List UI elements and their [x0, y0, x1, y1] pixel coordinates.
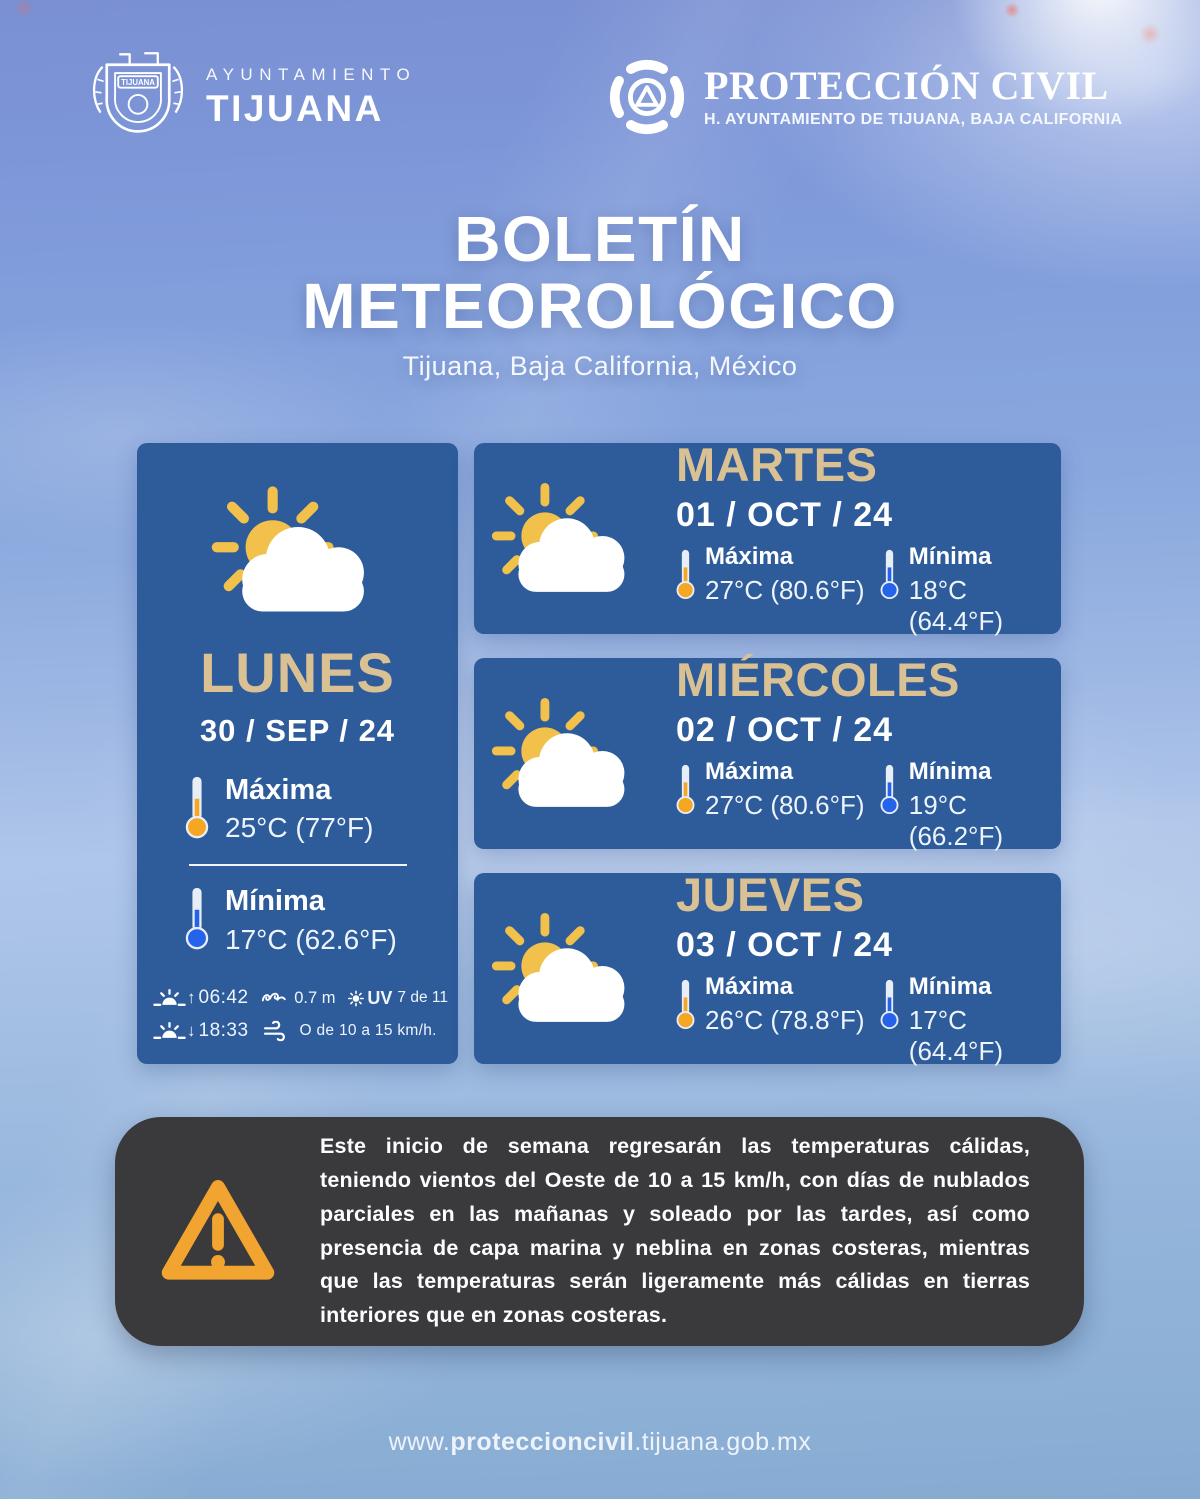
forecast-min-temp: Mínima 17°C (64.4°F): [880, 972, 1061, 1067]
min-label: Mínima: [908, 972, 992, 1000]
today-day-name: LUNES: [200, 641, 395, 705]
wave-height: 0.7 m: [294, 988, 336, 1007]
page-title: BOLETÍN METEOROLÓGICO Tijuana, Baja Cali…: [0, 206, 1200, 382]
max-label: Máxima: [705, 542, 794, 570]
max-value: 26°C (78.8°F): [705, 1004, 865, 1035]
sunrise-icon: [153, 988, 186, 1008]
min-value: 18°C (64.4°F): [908, 574, 1003, 636]
tijuana-logo: AYUNTAMIENTO TIJUANA: [88, 50, 416, 144]
partly-cloudy-icon: [486, 910, 648, 1034]
today-date: 30 / SEP / 24: [199, 713, 396, 749]
forecast-card-jueves: JUEVES 03 / OCT / 24 Máxima 26°C (78.8°F…: [474, 867, 1061, 1067]
wave-icon: [261, 988, 287, 1008]
sunset-time: 18:33: [198, 1020, 249, 1041]
partly-cloudy-icon: [486, 695, 648, 819]
forecast-date: 02 / OCT / 24: [676, 710, 894, 749]
today-min-temp: Mínima 17°C (62.6°F): [185, 886, 414, 955]
min-value: 19°C (66.2°F): [908, 789, 1003, 851]
partly-cloudy-icon: [486, 480, 648, 604]
thermometer-max-icon: [676, 762, 695, 816]
forecast-min-temp: Mínima 18°C (64.4°F): [880, 542, 1061, 637]
thermometer-min-icon: [880, 762, 899, 816]
min-value: 17°C (64.4°F): [908, 1004, 1003, 1066]
uv-sun-icon: [347, 988, 365, 1009]
forecast-max-temp: Máxima 27°C (80.6°F): [676, 757, 880, 852]
sunset-icon: [153, 1021, 186, 1041]
today-max-temp: Máxima 25°C (77°F): [185, 775, 414, 844]
max-value: 27°C (80.6°F): [705, 574, 865, 605]
thermometer-min-icon: [880, 547, 899, 601]
forecast-card-martes: MARTES 01 / OCT / 24 Máxima 27°C (80.6°F…: [474, 437, 1061, 637]
today-meta: ↑ 06:42 0.7 m UV 7 de 11 ↓ 18:33 O de 10…: [137, 976, 458, 1064]
max-label: Máxima: [705, 757, 794, 785]
uv-value: 7 de 11: [397, 989, 448, 1006]
title-line1: BOLETÍN: [454, 203, 746, 275]
thermometer-max-icon: [676, 977, 695, 1031]
warning-triangle-icon: [153, 1172, 283, 1292]
thermometer-max-icon: [185, 775, 209, 839]
forecast-day-name: JUEVES: [676, 867, 865, 921]
min-label: Mínima: [225, 885, 325, 918]
sunset-arrow: ↓: [187, 1021, 196, 1040]
proteccion-civil-title: PROTECCIÓN CIVIL: [704, 62, 1109, 108]
divider: [189, 864, 407, 867]
thermometer-min-icon: [880, 977, 899, 1031]
sunrise-row: ↑ 06:42 0.7 m UV 7 de 11: [153, 987, 448, 1009]
url-prefix: www.: [388, 1428, 451, 1456]
forecast-min-temp: Mínima 19°C (66.2°F): [880, 757, 1061, 852]
footer-url: www.proteccioncivil.tijuana.gob.mx: [0, 1428, 1200, 1457]
forecast-card-miercoles: MIÉRCOLES 02 / OCT / 24 Máxima 27°C (80.…: [474, 652, 1061, 852]
max-label: Máxima: [225, 774, 332, 807]
max-value: 27°C (80.6°F): [705, 789, 865, 820]
thermometer-min-icon: [185, 886, 209, 950]
url-bold: proteccioncivil: [450, 1428, 635, 1456]
wind-value: O de 10 a 15 km/h.: [299, 1022, 437, 1039]
wind-icon: [263, 1020, 290, 1042]
today-card: LUNES 30 / SEP / 24 Máxima 25°C (77°F) M…: [137, 443, 458, 1064]
min-label: Mínima: [908, 542, 992, 570]
min-value: 17°C (62.6°F): [225, 923, 397, 955]
partly-cloudy-icon: [205, 483, 391, 625]
title-line2: METEOROLÓGICO: [302, 269, 898, 342]
proteccion-civil-subtitle: H. AYUNTAMIENTO DE TIJUANA, BAJA CALIFOR…: [704, 110, 1123, 128]
forecast-max-temp: Máxima 26°C (78.8°F): [676, 972, 880, 1067]
sunrise-arrow: ↑: [187, 988, 196, 1007]
sunrise-time: 06:42: [198, 987, 249, 1008]
tijuana-logo-line2: TIJUANA: [206, 87, 384, 129]
forecast-date: 01 / OCT / 24: [676, 495, 894, 534]
max-label: Máxima: [705, 972, 794, 1000]
tijuana-shield-icon: [88, 50, 188, 144]
advisory-box: Este inicio de semana regresarán las tem…: [115, 1117, 1084, 1346]
max-value: 25°C (77°F): [225, 812, 374, 844]
sunset-row: ↓ 18:33 O de 10 a 15 km/h.: [153, 1020, 448, 1042]
forecast-max-temp: Máxima 27°C (80.6°F): [676, 542, 880, 637]
forecast-day-name: MIÉRCOLES: [676, 652, 960, 706]
title-subtitle: Tijuana, Baja California, México: [402, 351, 798, 382]
forecast-date: 03 / OCT / 24: [676, 925, 894, 964]
uv-label: UV: [367, 987, 393, 1008]
proteccion-civil-logo: PROTECCIÓN CIVIL H. AYUNTAMIENTO DE TIJU…: [606, 56, 1122, 138]
proteccion-civil-emblem-icon: [606, 56, 688, 138]
tijuana-logo-line1: AYUNTAMIENTO: [206, 64, 417, 84]
thermometer-max-icon: [676, 547, 695, 601]
min-label: Mínima: [908, 757, 992, 785]
advisory-text: Este inicio de semana regresarán las tem…: [320, 1133, 1030, 1328]
forecast-day-name: MARTES: [676, 437, 878, 491]
url-suffix: .tijuana.gob.mx: [634, 1428, 812, 1456]
